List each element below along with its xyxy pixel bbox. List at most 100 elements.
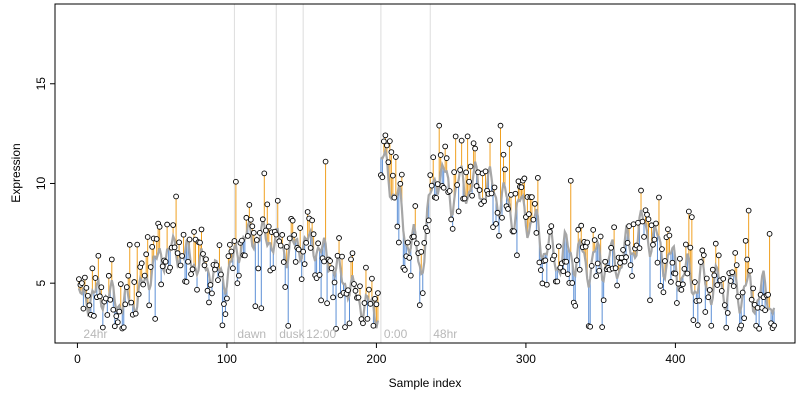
- data-point: [236, 272, 242, 279]
- data-point: [421, 240, 428, 246]
- data-point: [699, 247, 706, 254]
- y-tick-label-0: 5: [34, 280, 48, 287]
- data-point: [152, 316, 159, 322]
- data-point: [191, 229, 197, 235]
- data-point: [201, 262, 208, 269]
- data-point: [506, 141, 513, 147]
- x-tick-label-1: 100: [217, 352, 237, 366]
- data-point: [756, 325, 762, 332]
- data-point: [247, 216, 254, 223]
- data-point: [660, 289, 667, 296]
- data-point: [82, 274, 88, 281]
- data-point: [564, 271, 571, 278]
- data-point: [285, 322, 292, 329]
- data-point: [488, 190, 495, 197]
- data-point: [215, 277, 221, 283]
- data-point: [339, 253, 345, 260]
- data-point: [668, 279, 674, 285]
- data-point: [413, 240, 420, 247]
- data-point: [596, 267, 603, 274]
- data-point: [702, 309, 709, 315]
- data-point: [482, 168, 489, 175]
- data-point: [270, 265, 277, 272]
- data-point: [225, 253, 232, 259]
- data-point: [650, 241, 656, 248]
- data-point: [546, 228, 553, 235]
- data-point: [678, 286, 685, 293]
- data-point: [696, 297, 703, 304]
- data-point: [197, 239, 203, 246]
- data-point: [104, 312, 111, 318]
- data-points: [76, 122, 777, 332]
- data-point: [464, 133, 471, 140]
- data-point: [185, 258, 191, 265]
- data-point: [292, 259, 299, 265]
- data-point: [328, 265, 335, 272]
- data-point: [412, 203, 419, 209]
- data-point: [505, 206, 511, 212]
- data-point: [627, 262, 634, 268]
- data-point: [221, 301, 227, 307]
- data-point: [282, 284, 289, 290]
- fit-curve-1: [380, 146, 776, 317]
- data-point: [234, 280, 241, 287]
- data-point: [497, 122, 504, 129]
- data-point: [216, 242, 223, 248]
- data-point: [258, 305, 265, 312]
- data-point: [141, 272, 148, 279]
- data-point: [700, 252, 707, 258]
- data-point: [502, 166, 508, 173]
- data-point: [738, 322, 745, 329]
- data-point: [392, 154, 399, 160]
- data-point: [162, 258, 169, 265]
- data-point: [638, 187, 644, 194]
- data-point: [218, 271, 224, 278]
- data-point: [249, 223, 256, 230]
- data-point: [647, 297, 653, 304]
- data-point: [681, 265, 688, 272]
- data-point: [416, 302, 423, 308]
- data-point: [602, 258, 608, 265]
- data-point: [461, 195, 468, 202]
- data-point: [200, 251, 206, 257]
- data-point: [246, 202, 253, 208]
- data-point: [748, 296, 755, 303]
- data-point: [611, 224, 617, 231]
- data-point: [584, 239, 591, 246]
- data-point: [390, 172, 396, 179]
- data-point: [116, 308, 123, 315]
- data-point: [375, 290, 381, 296]
- data-point: [515, 178, 522, 185]
- data-point: [735, 293, 742, 300]
- data-point: [279, 232, 286, 238]
- data-point: [455, 208, 462, 215]
- data-point: [442, 143, 449, 150]
- data-point: [418, 248, 425, 255]
- data-point: [721, 302, 728, 308]
- data-point: [533, 230, 540, 236]
- annotation-label-1: dawn: [237, 327, 266, 341]
- data-point: [518, 184, 525, 191]
- data-point: [114, 319, 121, 326]
- data-point: [641, 234, 647, 240]
- data-point: [487, 137, 493, 144]
- data-point: [183, 279, 190, 285]
- data-point: [588, 262, 595, 269]
- data-point: [219, 322, 226, 329]
- data-point: [430, 154, 437, 161]
- data-point: [394, 223, 401, 230]
- data-point: [222, 311, 229, 317]
- data-point: [76, 276, 82, 282]
- data-point: [250, 229, 257, 236]
- data-point: [690, 317, 697, 323]
- data-point: [703, 275, 710, 282]
- data-point: [454, 182, 460, 188]
- data-point: [107, 296, 114, 303]
- data-point: [126, 241, 133, 248]
- data-point: [262, 227, 269, 234]
- data-point: [207, 282, 214, 288]
- data-point: [98, 284, 105, 291]
- data-point: [747, 267, 754, 274]
- data-point: [428, 182, 435, 189]
- data-point: [382, 132, 389, 139]
